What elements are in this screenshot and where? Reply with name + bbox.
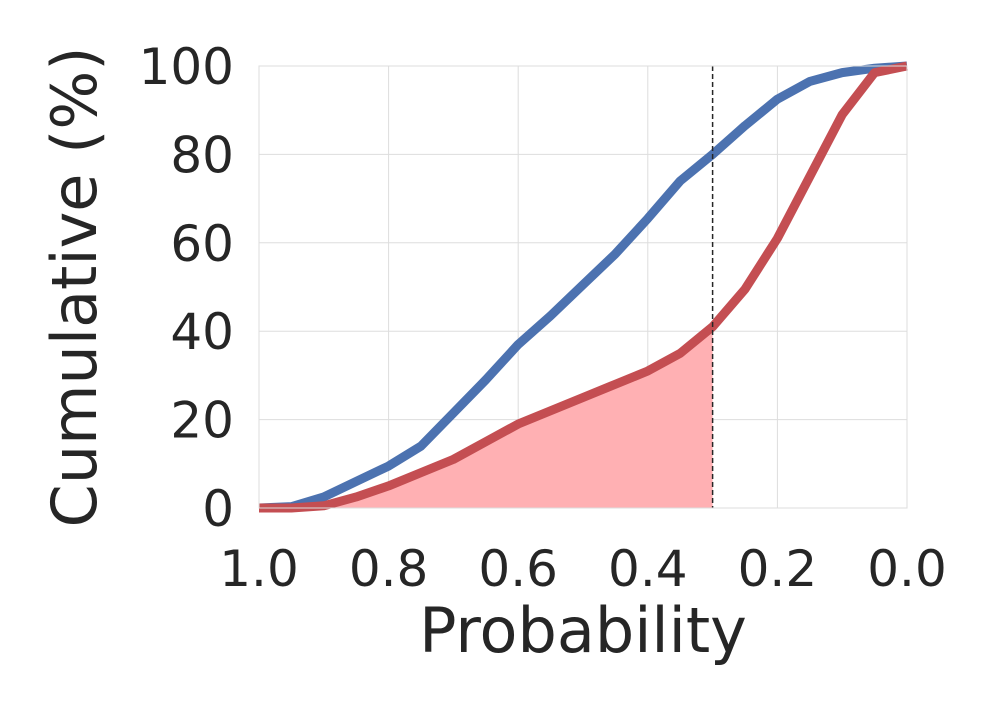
series-layer	[258, 61, 908, 513]
y-tick-label: 0	[202, 480, 234, 538]
x-tick-label: 0.4	[608, 540, 688, 598]
series-line-2	[259, 61, 908, 513]
y-tick-labels: 0 20 40 60 80 100	[139, 38, 234, 538]
x-tick-label: 0.2	[738, 540, 818, 598]
shaded-area-layer	[259, 326, 713, 508]
x-tick-label: 0.0	[867, 540, 947, 598]
x-tick-label: 0.8	[349, 540, 429, 598]
y-axis-label: Cumulative (%)	[38, 47, 111, 528]
series-line-1	[258, 61, 908, 513]
y-tick-label: 20	[170, 392, 234, 450]
x-tick-labels: 1.0 0.8 0.6 0.4 0.2 0.0	[219, 540, 947, 598]
y-tick-label: 80	[170, 126, 234, 184]
y-tick-label: 60	[170, 215, 234, 273]
y-tick-label: 100	[139, 38, 234, 96]
plot-frame	[258, 65, 908, 509]
grid-lines	[258, 65, 908, 509]
shaded-area	[259, 326, 713, 508]
x-tick-label: 0.6	[478, 540, 558, 598]
x-tick-label: 1.0	[219, 540, 299, 598]
x-axis-label: Probability	[419, 594, 747, 667]
y-tick-label: 40	[170, 303, 234, 361]
